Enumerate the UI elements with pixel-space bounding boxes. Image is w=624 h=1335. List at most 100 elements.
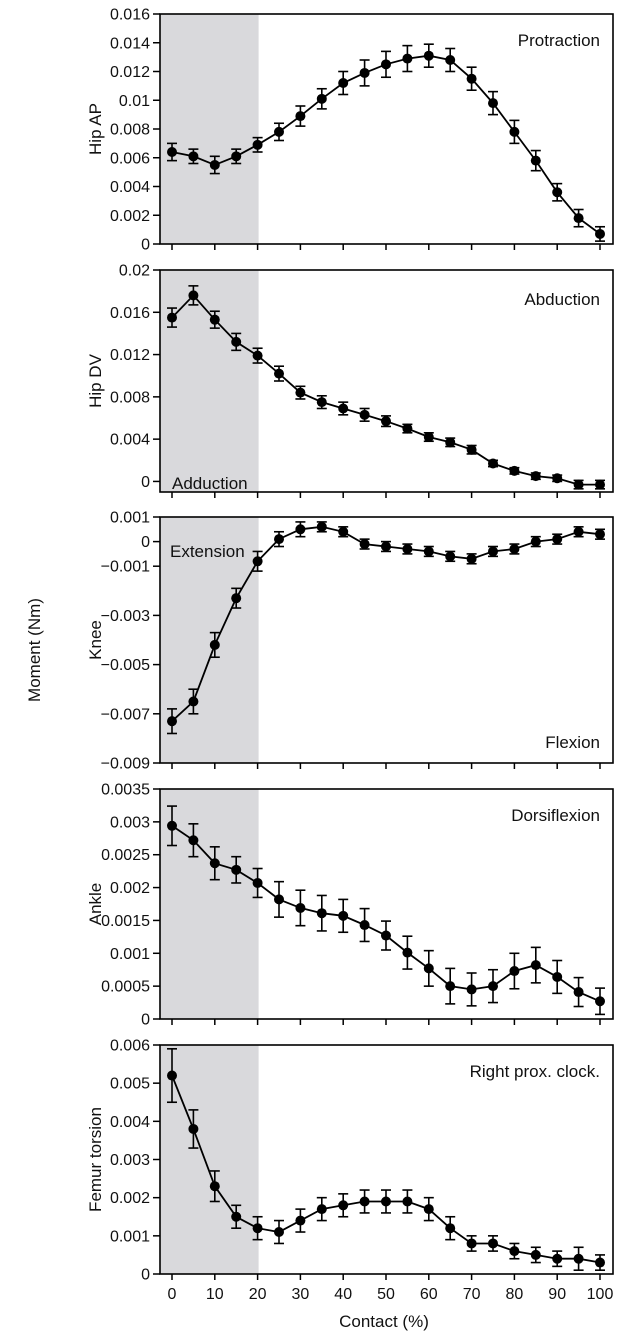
data-point bbox=[381, 930, 391, 941]
y-tick-label: 0.002 bbox=[110, 208, 150, 225]
data-point bbox=[274, 126, 284, 137]
data-point bbox=[231, 336, 242, 347]
x-tick-label: 100 bbox=[587, 1286, 614, 1303]
panel-ylabel: Hip DV bbox=[86, 353, 105, 408]
data-point bbox=[402, 947, 413, 958]
data-point bbox=[445, 551, 456, 562]
y-tick-label: 0.004 bbox=[110, 1114, 150, 1131]
y-tick-label: 0.0005 bbox=[101, 979, 150, 996]
data-point bbox=[423, 50, 434, 61]
data-point bbox=[338, 78, 349, 88]
data-point bbox=[552, 534, 563, 545]
data-point bbox=[573, 526, 584, 537]
data-point bbox=[530, 155, 541, 166]
y-tick-label: 0 bbox=[141, 474, 150, 491]
y-tick-label: −0.003 bbox=[101, 608, 150, 625]
data-point bbox=[188, 696, 199, 707]
y-tick-label: 0.016 bbox=[110, 305, 150, 322]
y-tick-label: 0.0015 bbox=[101, 913, 150, 930]
figure-ylabel: Moment (Nm) bbox=[25, 598, 44, 702]
shaded-region bbox=[160, 1045, 259, 1274]
data-point bbox=[188, 290, 199, 301]
data-point bbox=[316, 908, 327, 919]
data-point bbox=[402, 543, 413, 554]
data-point bbox=[552, 1253, 563, 1264]
shaded-region bbox=[160, 14, 259, 244]
data-point bbox=[530, 960, 541, 971]
annotation: Extension bbox=[170, 542, 245, 561]
data-point bbox=[595, 996, 605, 1007]
data-point bbox=[252, 556, 263, 567]
data-point bbox=[252, 139, 263, 150]
data-point bbox=[231, 151, 242, 162]
data-point bbox=[488, 458, 498, 469]
data-point bbox=[316, 1204, 327, 1215]
y-tick-label: 0 bbox=[141, 1267, 150, 1284]
annotation: Right prox. clock. bbox=[470, 1062, 600, 1081]
data-point bbox=[295, 524, 306, 535]
data-point bbox=[338, 1200, 349, 1211]
data-point bbox=[530, 471, 541, 482]
data-point bbox=[188, 1123, 199, 1134]
y-tick-label: 0.012 bbox=[110, 64, 150, 81]
data-point bbox=[167, 1070, 177, 1081]
data-point bbox=[252, 350, 263, 361]
y-tick-label: 0.0025 bbox=[101, 847, 150, 864]
data-point bbox=[252, 1223, 263, 1234]
data-point bbox=[402, 423, 413, 434]
data-point bbox=[381, 1196, 391, 1207]
data-point bbox=[573, 987, 584, 998]
annotation: Flexion bbox=[545, 733, 600, 752]
data-point bbox=[316, 93, 327, 104]
x-tick-label: 40 bbox=[334, 1286, 352, 1303]
data-point bbox=[274, 894, 284, 905]
data-point bbox=[402, 53, 413, 64]
y-tick-label: −0.009 bbox=[101, 756, 150, 773]
x-tick-label: 60 bbox=[420, 1286, 438, 1303]
panel-ylabel: Femur torsion bbox=[86, 1107, 105, 1212]
y-tick-label: 0.002 bbox=[110, 1190, 150, 1207]
data-point bbox=[423, 1204, 434, 1215]
panel-5: 0 0.001 0.002 0.003 0.004 0.005 0.006 0 10 20 30 40… bbox=[86, 1038, 614, 1303]
y-tick-label: 0.001 bbox=[110, 1228, 150, 1245]
data-point bbox=[466, 984, 477, 995]
data-point bbox=[274, 368, 284, 379]
data-point bbox=[466, 553, 477, 564]
y-tick-label: 0.016 bbox=[110, 7, 150, 24]
panel-3: −0.009 −0.007 −0.005 −0.003 −0.001 0 0.001 Knee… bbox=[86, 510, 614, 773]
y-tick-label: 0.004 bbox=[110, 432, 150, 449]
panel-2: 0 0.004 0.008 0.012 0.016 0.02 Hip DV Abduction… bbox=[86, 263, 614, 498]
data-point bbox=[595, 479, 605, 490]
data-point bbox=[595, 228, 605, 239]
data-point bbox=[359, 1196, 370, 1207]
data-point bbox=[488, 98, 498, 109]
data-point bbox=[466, 444, 477, 455]
annotation: Abduction bbox=[524, 290, 600, 309]
data-point bbox=[338, 910, 349, 921]
annotation: Adduction bbox=[172, 474, 248, 493]
data-point bbox=[167, 147, 177, 157]
panel-4: 0 0.0005 0.001 0.0015 0.002 0.0025 0.003 0.0035… bbox=[86, 782, 614, 1029]
y-tick-label: 0.012 bbox=[110, 347, 150, 364]
data-point bbox=[552, 971, 563, 982]
y-tick-label: 0.0035 bbox=[101, 782, 150, 799]
data-point bbox=[359, 539, 370, 550]
x-tick-label: 90 bbox=[548, 1286, 566, 1303]
y-tick-label: 0.01 bbox=[119, 93, 150, 110]
data-point bbox=[573, 213, 584, 224]
data-point bbox=[316, 521, 327, 532]
y-tick-label: 0.006 bbox=[110, 150, 150, 167]
panel-ylabel: Hip AP bbox=[86, 103, 105, 155]
y-tick-label: 0.001 bbox=[110, 510, 150, 527]
y-tick-label: 0.005 bbox=[110, 1076, 150, 1093]
y-tick-label: 0.004 bbox=[110, 179, 150, 196]
data-point bbox=[188, 835, 199, 846]
x-tick-label: 80 bbox=[506, 1286, 524, 1303]
data-point bbox=[573, 1253, 584, 1264]
y-tick-label: 0.003 bbox=[110, 814, 150, 831]
data-point bbox=[509, 465, 520, 476]
data-point bbox=[252, 877, 263, 888]
data-point bbox=[209, 314, 220, 325]
data-point bbox=[295, 902, 306, 913]
data-point bbox=[488, 1238, 498, 1249]
